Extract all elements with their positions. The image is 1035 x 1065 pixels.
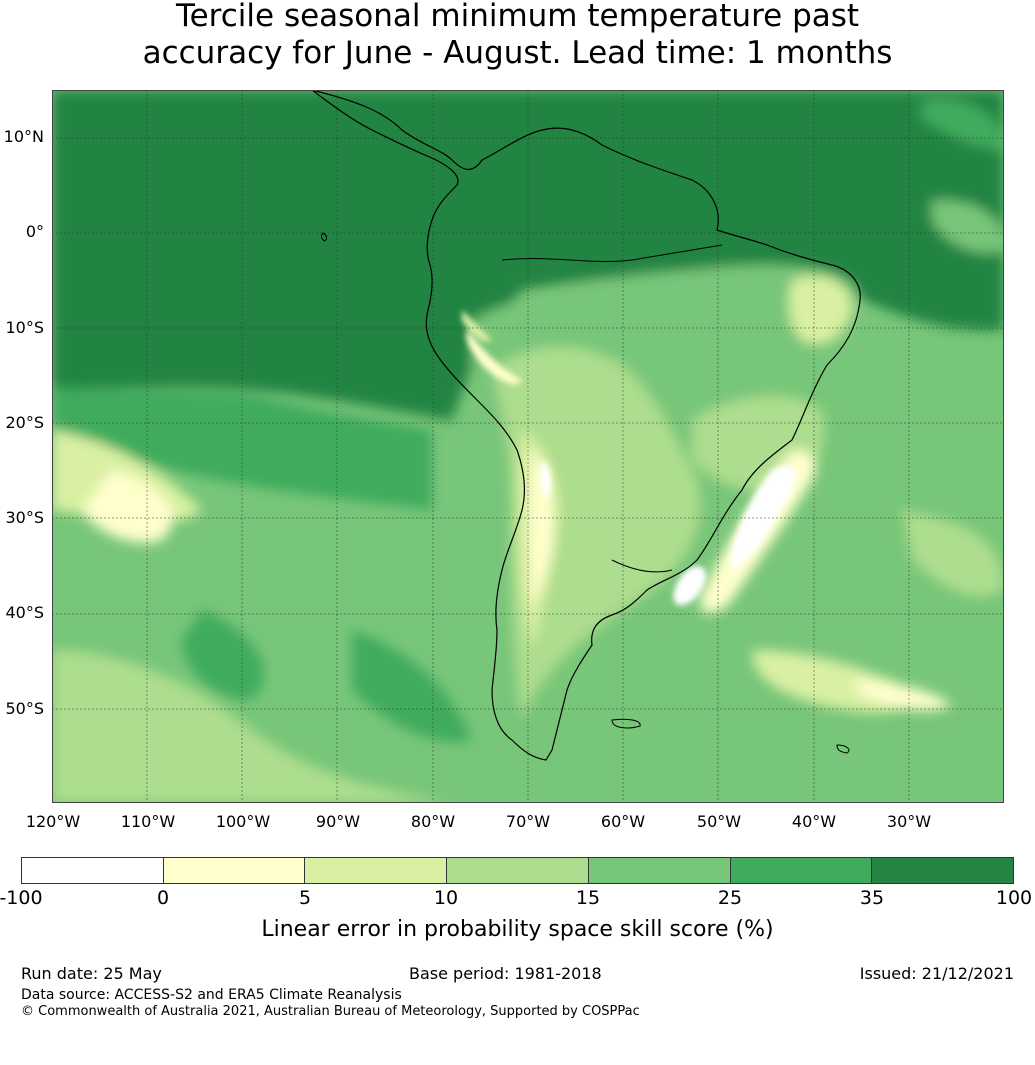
base-period: Base period: 1981-2018 xyxy=(409,964,602,983)
lon-label-60w: 60°W xyxy=(600,812,646,831)
map-border xyxy=(52,90,1004,803)
colorbar-label: Linear error in probability space skill … xyxy=(261,917,774,942)
colorbar-segment xyxy=(588,858,731,883)
lon-label-100w: 100°W xyxy=(215,812,271,831)
colorbar-tick: 100 xyxy=(995,887,1033,909)
rio-de-la-plata xyxy=(611,559,673,573)
lat-label-40s: 40°S xyxy=(5,603,44,622)
lat-label-0: 0° xyxy=(25,222,44,241)
colorbar-tick: 15 xyxy=(575,887,601,909)
south-georgia xyxy=(836,744,850,754)
colorbar-tick: 5 xyxy=(298,887,312,909)
map-title: Tercile seasonal minimum temperature pas… xyxy=(0,0,1035,72)
colorbar-tick: 35 xyxy=(859,887,885,909)
lon-label-30w: 30°W xyxy=(886,812,932,831)
skill-map xyxy=(52,90,1004,803)
colorbar-segment xyxy=(730,858,873,883)
data-source: Data source: ACCESS-S2 and ERA5 Climate … xyxy=(21,987,402,1003)
colorbar-segment xyxy=(872,858,1014,883)
colorbar-tick: 0 xyxy=(156,887,170,909)
run-date: Run date: 25 May xyxy=(21,964,162,983)
copyright: © Commonwealth of Australia 2021, Austra… xyxy=(21,1004,640,1019)
amazon-river xyxy=(501,244,723,262)
colorbar xyxy=(21,857,1014,884)
lat-label-30s: 30°S xyxy=(5,508,44,527)
lat-label-20s: 20°S xyxy=(5,413,44,432)
lon-label-80w: 80°W xyxy=(410,812,456,831)
coastline xyxy=(311,90,861,761)
falklands xyxy=(611,718,641,729)
lon-label-120w: 120°W xyxy=(25,812,81,831)
lat-label-50s: 50°S xyxy=(5,699,44,718)
skill-field-detail xyxy=(462,310,796,606)
gridlines xyxy=(52,90,1004,803)
lon-label-110w: 110°W xyxy=(120,812,176,831)
colorbar-segment xyxy=(305,858,448,883)
lon-label-90w: 90°W xyxy=(315,812,361,831)
colorbar-tick: 10 xyxy=(433,887,459,909)
colorbar-tick: -100 xyxy=(0,887,43,909)
colorbar-segment xyxy=(163,858,306,883)
lon-label-40w: 40°W xyxy=(791,812,837,831)
lat-label-10s: 10°S xyxy=(5,318,44,337)
map-canvas xyxy=(52,90,1004,803)
lon-label-70w: 70°W xyxy=(505,812,551,831)
lat-label-10n: 10°N xyxy=(3,127,44,146)
galapagos xyxy=(321,232,327,242)
colorbar-segment xyxy=(22,858,164,883)
title-line-1: Tercile seasonal minimum temperature pas… xyxy=(175,0,860,34)
colorbar-tick: 25 xyxy=(717,887,743,909)
title-line-2: accuracy for June - August. Lead time: 1… xyxy=(142,35,893,71)
issued-date: Issued: 21/12/2021 xyxy=(859,964,1014,983)
colorbar-segment xyxy=(447,858,589,883)
lon-label-50w: 50°W xyxy=(696,812,742,831)
